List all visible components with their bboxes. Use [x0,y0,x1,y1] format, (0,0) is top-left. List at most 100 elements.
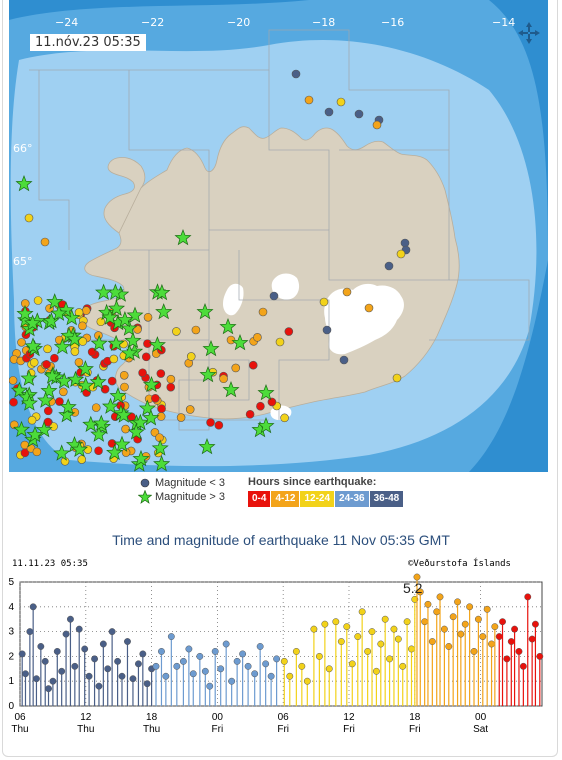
earthquake-point [470,647,478,655]
quake-dot [206,418,215,427]
earthquake-point [449,613,457,621]
x-tick-hour: 06 [278,712,290,723]
earthquake-point [267,672,275,680]
quake-dot [372,120,382,130]
x-tick-day: Thu [11,724,28,735]
earthquake-point [292,647,300,655]
earthquake-point [408,645,415,653]
quake-dot [70,347,80,356]
quake-star [24,337,42,354]
earthquake-point [143,680,151,688]
quake-star [148,336,166,353]
earthquake-point [239,650,247,658]
quake-star [43,367,61,384]
quake-star [90,334,108,352]
earthquake-point [433,608,441,616]
quake-dot [186,352,196,361]
earthquake-point [519,662,527,670]
lon-label-20: −20 [227,16,250,29]
x-tick-day: Thu [143,724,160,735]
earthquake-point [491,623,499,631]
quake-star [53,338,71,355]
x-tick-day: Thu [77,724,94,735]
earthquake-point [18,650,26,658]
quake-dot [392,373,402,383]
earthquake-point [454,598,462,606]
earthquake-point [528,635,536,643]
earthquake-point [511,625,519,633]
earthquake-point [461,620,469,628]
earthquake-point [503,655,511,663]
earthquake-point [368,628,376,636]
earthquake-point [162,672,170,680]
quake-dot [43,406,53,416]
quake-star [127,423,145,440]
earthquake-point [310,625,318,633]
quake-dot [336,97,346,107]
earthquake-point [99,640,107,648]
y-tick-label: 4 [8,602,14,613]
quake-star [132,449,150,467]
quake-star [10,381,28,398]
earthquake-point [114,657,122,665]
earthquake-point [303,677,311,685]
quake-star [101,308,119,325]
quake-star [26,425,44,443]
quake-dot [248,360,258,370]
earthquake-point [189,670,197,678]
quake-star [222,381,240,398]
quake-dot [100,384,110,394]
earthquake-point [244,662,252,670]
quake-star [40,382,58,399]
earthquake-map[interactable]: 66° 65° −24 −22 −20 −18 −16 −14 [9,0,548,472]
earthquake-point [394,635,402,643]
earthquake-point [445,643,453,650]
lon-label-18: −18 [312,16,335,29]
quake-dot [33,296,43,305]
quake-star [138,399,157,416]
x-tick-hour: 18 [146,712,158,723]
earthquake-point [196,652,204,660]
quake-dot [74,357,84,367]
earthquake-point [413,573,421,581]
quake-dot [151,393,160,403]
quake-star [70,440,89,458]
quake-star [66,370,85,388]
quake-star [101,397,120,414]
earthquake-point [428,638,436,645]
quake-dot [155,433,164,442]
earthquake-point [424,600,432,608]
earthquake-point [167,633,175,641]
quake-dot [77,455,87,464]
magnitude-time-chart: 01234506Thu12Thu18Thu00Fri06Fri12Fri18Fr… [8,573,544,735]
earthquake-point [129,675,137,683]
quake-dot [185,405,195,414]
earthquake-point [381,615,389,623]
quake-star [15,175,33,192]
quake-star [17,311,35,328]
hours-legend: Hours since earthquake: 0-4 4-12 12-24 24-3… [248,476,404,507]
quake-star [35,421,53,438]
quake-dot [40,237,50,247]
quake-dot [24,213,34,223]
earthquake-point [358,608,366,616]
earthquake-point [71,662,79,670]
y-tick-label: 0 [8,701,14,712]
quake-dot [96,317,106,327]
quake-dot [304,95,314,105]
quake-dot [9,397,18,407]
quake-star [115,406,133,423]
series-0 [18,603,156,706]
earthquake-point [251,670,259,678]
quake-dot [107,376,117,386]
quake-dot [172,327,181,336]
earthquake-point [53,647,61,655]
quake-star [77,376,95,394]
earthquake-point [222,640,230,648]
earthquake-point [416,588,424,596]
quake-dot [256,401,265,411]
quake-star [89,373,107,390]
compass-arrows-icon[interactable] [517,21,541,45]
earthquake-point [280,657,288,665]
earthquake-point [66,615,74,623]
